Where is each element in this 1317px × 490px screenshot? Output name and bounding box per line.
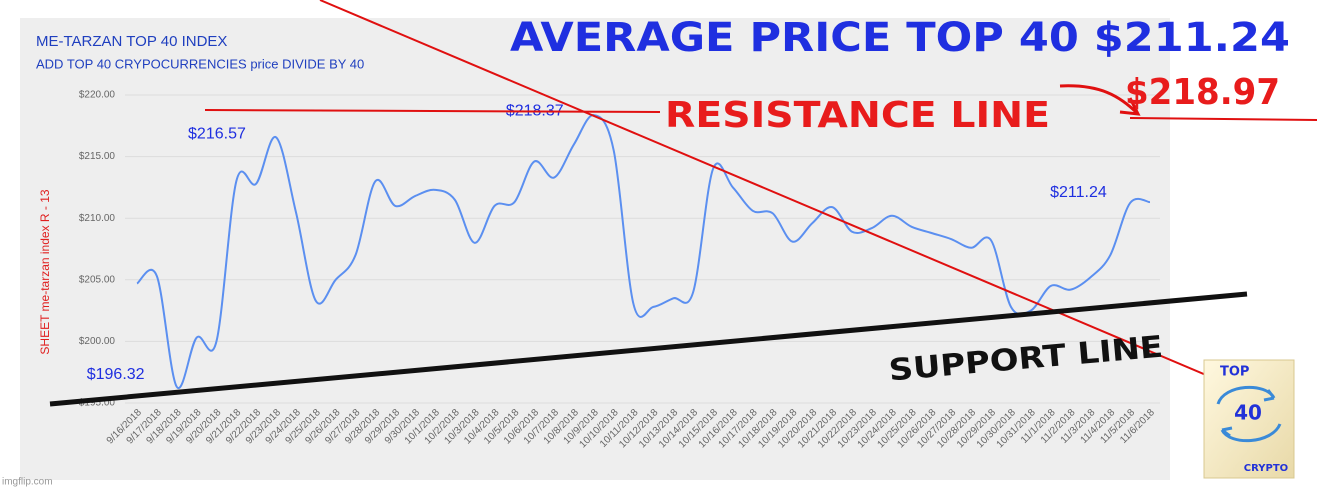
chart-title: ME-TARZAN TOP 40 INDEX: [36, 33, 227, 50]
chart-subtitle: ADD TOP 40 CRYPOCURRENCIES price DIVIDE …: [36, 56, 364, 71]
y-tick-label: $215.00: [79, 151, 116, 162]
logo: TOP 40 CRYPTO: [1203, 359, 1295, 479]
arrow: [1059, 84, 1141, 116]
resistance-label: RESISTANCE LINE: [665, 95, 1050, 136]
logo-top: TOP: [1220, 365, 1249, 380]
y-tick-label: $195.00: [79, 398, 116, 409]
y-tick-label: $205.00: [79, 274, 116, 285]
target-price: $218.97: [1125, 72, 1280, 113]
logo-frame: [1203, 359, 1295, 479]
data-label: $211.24: [1050, 184, 1107, 201]
y-tick-label: $200.00: [79, 336, 116, 347]
data-label: $216.57: [188, 125, 246, 142]
downtrend-line: [319, 0, 1233, 387]
resistance-line: [1129, 117, 1317, 121]
resistance-line: [204, 109, 661, 113]
support-line: [49, 291, 1248, 407]
logo-arrows: [1216, 385, 1282, 443]
y-tick-label: $210.00: [79, 213, 116, 224]
watermark: imgflip.com: [2, 477, 53, 488]
series-line: [136, 114, 1151, 390]
y-tick-label: $220.00: [79, 90, 116, 101]
logo-bottom: CRYPTO: [1244, 463, 1288, 474]
headline: AVERAGE PRICE TOP 40 $211.24: [510, 15, 1290, 61]
logo-number: 40: [1234, 401, 1262, 425]
y-axis-label: SHEET me-tarzan index R - 13: [38, 189, 52, 355]
data-label: $196.32: [87, 366, 145, 383]
